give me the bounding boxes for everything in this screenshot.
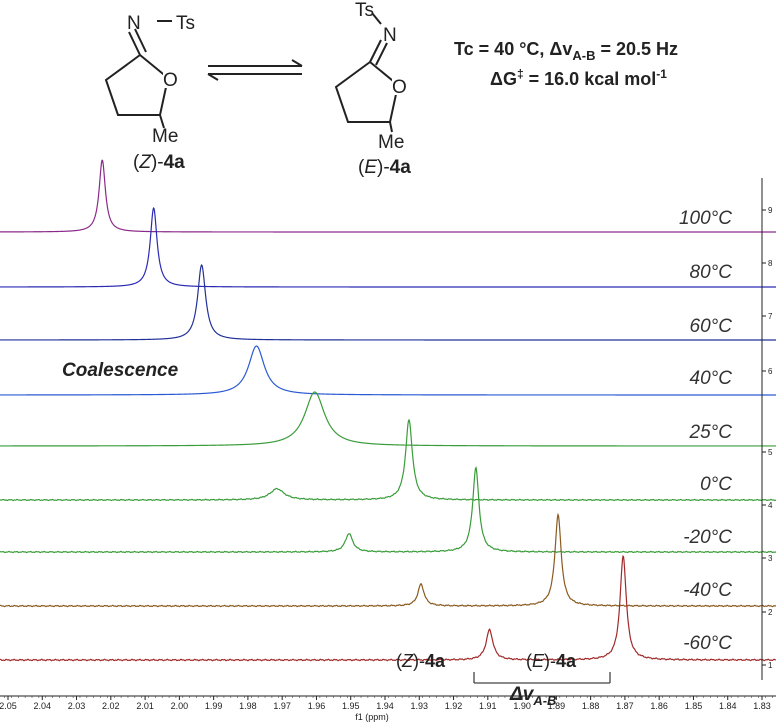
x-tick-label: 1.97: [273, 701, 291, 711]
coalescence-parameters-line2: ΔG‡ = 16.0 kcal mol-1: [490, 67, 667, 89]
e-o-atom: O: [392, 77, 407, 98]
spectrum-trace-0c: [0, 418, 776, 502]
x-tick-label: 1.93: [411, 701, 429, 711]
spectrum-trace-40c: [0, 345, 776, 396]
equilibrium-arrows-icon: [207, 59, 303, 81]
x-tick-label: 1.98: [239, 701, 257, 711]
right-axis-tick-label: 5: [768, 448, 773, 457]
z-o-atom: O: [163, 70, 178, 91]
z-peak-label: (Z)-4a: [396, 651, 446, 671]
e-isomer-structure: Ts N O Me (E)-4a: [334, 0, 411, 178]
right-axis-tick-label: 8: [768, 259, 773, 268]
x-tick-label: 1.90: [513, 701, 531, 711]
x-tick-label: 2.04: [34, 701, 52, 711]
delta-v-bracket: [473, 672, 611, 684]
x-tick-label: 1.86: [650, 701, 668, 711]
temperature-label: -20°C: [683, 527, 732, 548]
e-isomer-label: (E)-4a: [358, 157, 411, 178]
spectrum-trace-25c: [0, 391, 776, 447]
coalescence-parameters-line1: Tc = 40 °C, ΔvA-B = 20.5 Hz: [454, 39, 678, 63]
x-tick-label: 2.05: [0, 701, 17, 711]
right-axis-tick-label: 9: [768, 206, 773, 215]
x-tick-label: 1.83: [753, 701, 771, 711]
right-axis-tick-label: 4: [768, 501, 773, 510]
temperature-label: -60°C: [683, 633, 732, 654]
spectrum-trace-100c: [0, 159, 776, 233]
right-axis-tick-label: 1: [768, 661, 773, 670]
z-isomer-structure: N Ts O Me (Z)-4a: [104, 13, 195, 173]
x-tick-label: 2.01: [136, 701, 154, 711]
temperature-label: 80°C: [690, 262, 733, 283]
temperature-label: 0°C: [700, 474, 732, 495]
e-n-atom: N: [383, 25, 397, 46]
x-tick-label: 1.92: [445, 701, 463, 711]
x-tick-label: 2.02: [102, 701, 120, 711]
delta-v-label: ΔvA-B: [509, 684, 556, 708]
spectrum-trace-minus40c: [0, 512, 776, 608]
spectrum-trace-minus60c: [0, 555, 776, 662]
spectrum-trace-80c: [0, 207, 776, 288]
e-ts-group: Ts: [355, 0, 374, 21]
right-axis-tick-label: 3: [768, 554, 773, 563]
z-isomer-label: (Z)-4a: [133, 152, 185, 173]
right-axis-tick-label: 6: [768, 367, 773, 376]
temperature-label: 100°C: [679, 208, 732, 229]
x-tick-label: 1.94: [376, 701, 394, 711]
e-peak-label: (E)-4a: [526, 651, 577, 671]
nmr-spectra-stack: 100°C 80°C 60°C 40°C 25°C 0°C -20°C -40°C -60°C: [0, 159, 776, 662]
x-tick-label: 1.96: [308, 701, 326, 711]
x-axis: 2.05 2.04 2.03 2.02 2.01 2.00 1.99 1.98 1.97 1.96…: [0, 695, 776, 711]
temperature-label: 60°C: [690, 316, 733, 337]
right-axis-tick-label: 2: [768, 608, 773, 617]
x-tick-label: 2.03: [68, 701, 86, 711]
temperature-label: -40°C: [683, 580, 732, 601]
x-tick-label: 2.00: [171, 701, 189, 711]
coalescence-label: Coalescence: [62, 360, 179, 381]
x-tick-label: 1.85: [685, 701, 703, 711]
x-tick-label: 1.99: [205, 701, 223, 711]
e-me-group: Me: [378, 132, 404, 153]
spectrum-trace-minus20c: [0, 466, 776, 554]
right-intensity-axis: 1 2 3 4 5 6 7 8 9: [761, 178, 773, 680]
z-n-atom: N: [127, 13, 141, 34]
x-tick-label: 1.91: [479, 701, 497, 711]
temperature-label: 40°C: [690, 368, 733, 389]
z-ts-group: Ts: [176, 13, 195, 34]
x-axis-label: f1 (ppm): [355, 712, 389, 722]
right-axis-tick-label: 7: [768, 312, 773, 321]
x-tick-label: 1.88: [582, 701, 600, 711]
spectrum-trace-60c: [0, 264, 776, 341]
z-me-group: Me: [152, 126, 178, 147]
x-tick-label: 1.89: [548, 701, 566, 711]
x-tick-label: 1.84: [719, 701, 737, 711]
x-tick-label: 1.95: [342, 701, 360, 711]
temperature-label: 25°C: [689, 422, 733, 443]
x-tick-label: 1.87: [616, 701, 634, 711]
